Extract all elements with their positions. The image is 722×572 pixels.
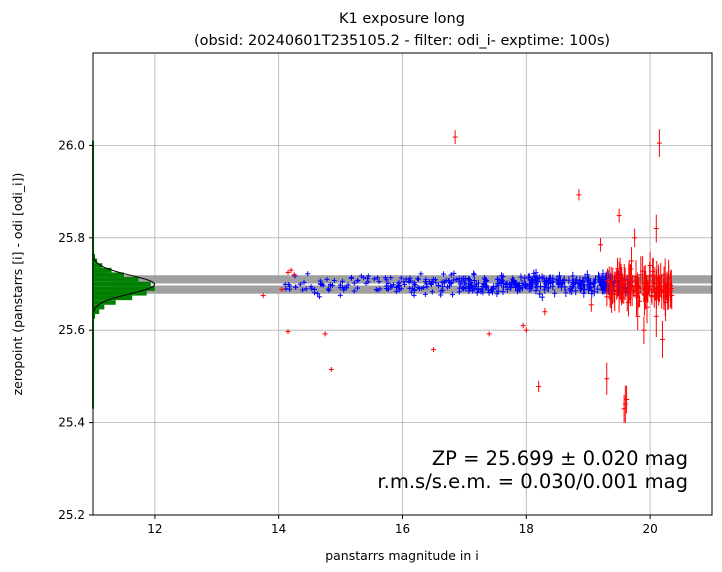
outlier-points [260, 129, 675, 423]
zeropoint-histogram [92, 140, 156, 409]
y-axis-label: zeropoint (panstarrs [i] - odi [odi_i]) [10, 173, 25, 396]
histogram-bar [93, 263, 103, 268]
histogram-bar [93, 286, 155, 291]
chart-subtitle: (obsid: 20240601T235105.2 - filter: odi_… [194, 33, 610, 49]
x-tick-label: 14 [271, 522, 286, 536]
histogram-bar [93, 267, 112, 273]
chart-title: K1 exposure long [339, 11, 465, 27]
y-tick-label: 25.6 [58, 323, 85, 337]
x-tick-label: 20 [642, 522, 657, 536]
y-axis-ticks: 25.2 25.4 25.6 25.8 26.0 [58, 138, 93, 522]
rms-annotation: r.m.s/s.e.m. = 0.030/0.001 mag [377, 470, 688, 493]
histogram-bar [93, 309, 100, 315]
x-axis-ticks: 12 14 16 18 20 [147, 515, 658, 536]
inlier-points [282, 268, 634, 302]
histogram-bar [93, 281, 151, 287]
x-tick-label: 16 [395, 522, 410, 536]
x-axis-label: panstarrs magnitude in i [325, 548, 479, 563]
histogram-bar [93, 277, 139, 282]
x-tick-label: 18 [519, 522, 534, 536]
histogram-bar [93, 272, 124, 278]
y-tick-label: 25.4 [58, 416, 85, 430]
histogram-bar [93, 304, 105, 310]
y-tick-label: 26.0 [58, 138, 85, 152]
histogram-bar [93, 300, 116, 305]
histogram-bar [93, 314, 96, 319]
y-tick-label: 25.2 [58, 508, 85, 522]
histogram-bar [93, 295, 133, 301]
histogram-bar [93, 290, 147, 296]
x-tick-label: 12 [147, 522, 162, 536]
y-tick-label: 25.8 [58, 231, 85, 245]
zeropoint-annotation: ZP = 25.699 ± 0.020 mag [432, 447, 688, 470]
